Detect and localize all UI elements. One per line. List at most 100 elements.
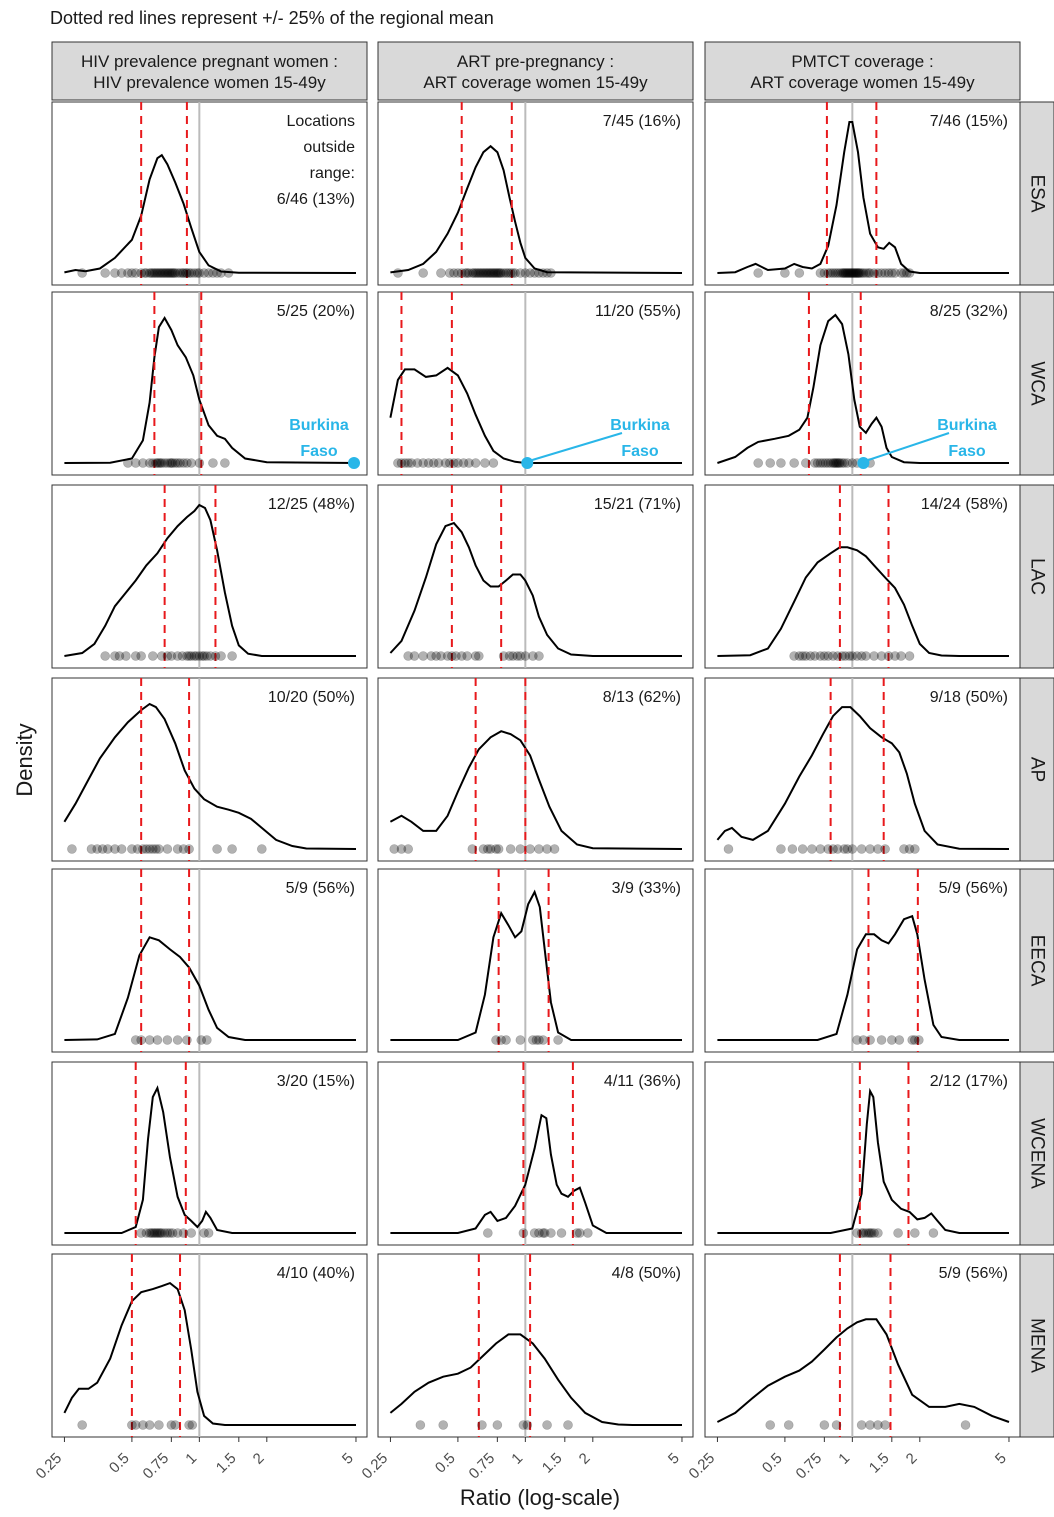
location-point (186, 1228, 197, 1238)
location-point (182, 651, 192, 661)
density-curve (389, 366, 682, 464)
location-point (189, 268, 200, 278)
outside-range-label: 6/46 (13%) (277, 191, 355, 208)
location-point (869, 1228, 879, 1238)
panel-frame (377, 484, 694, 669)
location-point (512, 651, 523, 661)
location-point (910, 1035, 920, 1045)
x-tick-label: 0.25 (33, 1450, 66, 1483)
location-point (178, 458, 189, 468)
location-point (818, 458, 828, 468)
location-point (149, 1228, 160, 1238)
location-point (154, 1228, 164, 1238)
location-point (549, 844, 560, 854)
location-point (847, 651, 858, 661)
location-point (851, 268, 861, 278)
row-strip (1019, 1253, 1054, 1438)
location-point (166, 651, 177, 661)
location-point (199, 268, 209, 278)
facet-panel: 8/13 (62%) (377, 677, 694, 862)
location-point (835, 268, 845, 278)
location-point (440, 458, 451, 468)
density-curve (716, 706, 1010, 850)
location-point (130, 1420, 141, 1430)
location-point (154, 1420, 164, 1430)
facet-panel: 7/45 (16%) (377, 101, 694, 286)
location-point (148, 844, 158, 854)
location-point (823, 844, 833, 854)
location-point (894, 1035, 905, 1045)
location-point (505, 268, 516, 278)
density-curve (63, 1281, 356, 1426)
location-point (157, 268, 167, 278)
density-curve (64, 503, 356, 657)
panel-frame (51, 484, 368, 669)
location-point (418, 651, 428, 661)
location-point (928, 1228, 939, 1238)
location-point (837, 458, 847, 468)
location-point (449, 268, 459, 278)
panel-frame (704, 868, 1021, 1053)
panel-frame (377, 868, 694, 1053)
panel-frame (51, 1253, 368, 1438)
location-point (529, 268, 540, 278)
location-point (520, 651, 531, 661)
x-tick-label: 0.5 (106, 1450, 133, 1477)
location-point (481, 268, 492, 278)
location-point (415, 1420, 426, 1430)
row-strip (1019, 868, 1054, 1053)
location-point (896, 268, 906, 278)
location-point (144, 458, 155, 468)
location-point (883, 651, 894, 661)
location-point (447, 651, 457, 661)
location-point (154, 458, 164, 468)
location-point (563, 1420, 573, 1430)
location-point (491, 1035, 501, 1045)
location-point (899, 844, 909, 854)
location-point (478, 844, 489, 854)
location-point (839, 458, 850, 468)
location-point (464, 458, 474, 468)
location-point (396, 844, 407, 854)
location-point (144, 268, 155, 278)
x-tick-label: 0.5 (432, 1450, 459, 1477)
location-point (529, 1228, 540, 1238)
location-point (138, 458, 148, 468)
location-point (522, 1420, 533, 1430)
location-point (144, 1420, 155, 1430)
location-point (880, 1420, 890, 1430)
location-point (495, 268, 505, 278)
highlight-leader-line (531, 432, 623, 461)
location-point (883, 268, 894, 278)
location-point (464, 268, 474, 278)
location-point (828, 458, 838, 468)
location-point (819, 268, 830, 278)
panel-frame (704, 291, 1021, 476)
density-curve (64, 316, 357, 464)
location-point (130, 1035, 141, 1045)
location-point (456, 651, 467, 661)
location-point (418, 458, 428, 468)
location-point (505, 844, 516, 854)
location-point (542, 1420, 552, 1430)
location-point (114, 651, 125, 661)
location-point (480, 458, 490, 468)
location-point (583, 1228, 593, 1238)
location-point (887, 1035, 897, 1045)
location-point (409, 651, 420, 661)
column-strip-label: ART pre-pregnancy : (457, 52, 614, 71)
outside-range-label: 3/9 (33%) (612, 880, 681, 897)
density-curve (63, 702, 357, 850)
location-point (144, 844, 155, 854)
location-point (832, 844, 843, 854)
location-point (474, 268, 484, 278)
location-point (451, 651, 461, 661)
location-point (848, 268, 859, 278)
facet-panel: Locations outside range: 6/46 (13%) (51, 101, 368, 286)
location-point (172, 1228, 183, 1238)
column-strip-label: HIV prevalence women 15-49y (93, 73, 326, 92)
panel-content (389, 678, 683, 861)
location-point (203, 1228, 214, 1238)
location-point (852, 651, 862, 661)
location-point (136, 1035, 146, 1045)
